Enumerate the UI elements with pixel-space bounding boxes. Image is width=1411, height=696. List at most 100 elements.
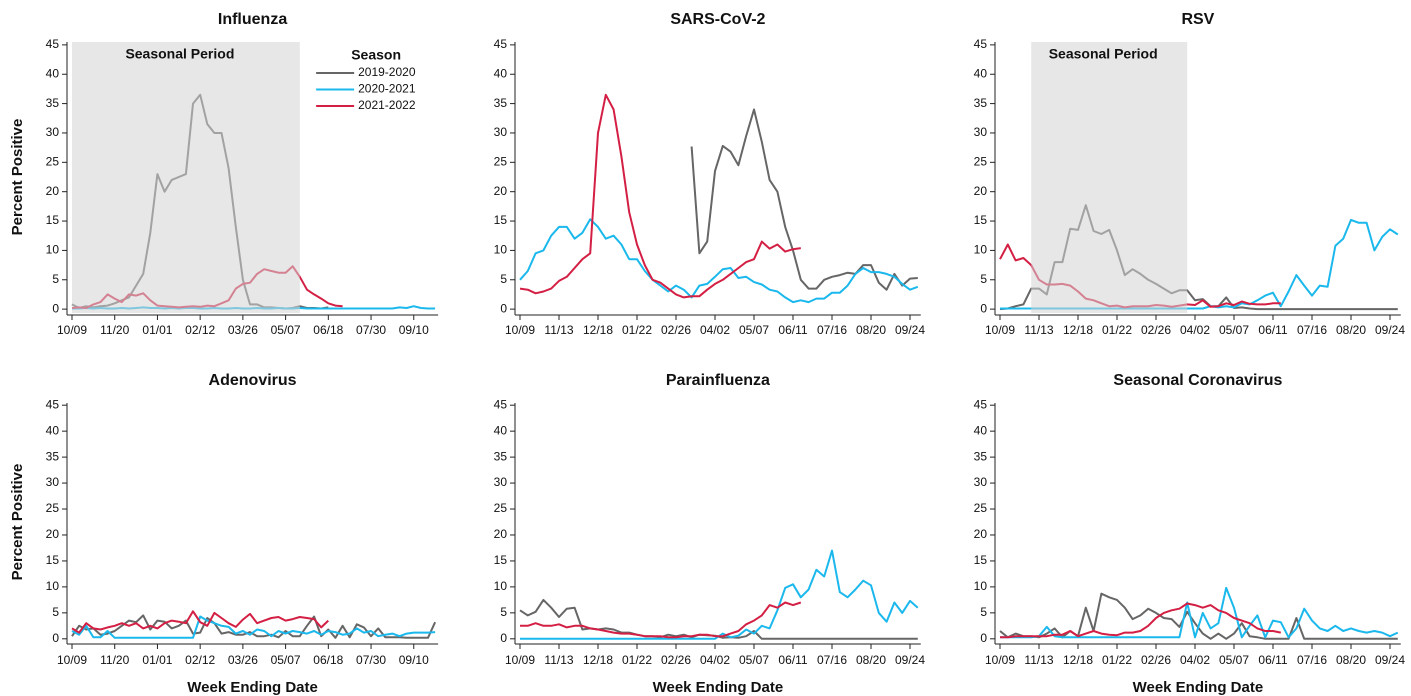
y-tick-label: 40 — [46, 66, 60, 80]
y-tick-label: 5 — [980, 605, 987, 619]
x-tick-label: 10/09 — [985, 323, 1015, 337]
x-axis-label: Week Ending Date — [653, 679, 784, 696]
x-tick-label: 06/18 — [313, 653, 343, 667]
y-tick-label: 35 — [494, 449, 508, 463]
panel-title: Influenza — [218, 11, 287, 28]
shade-label: Seasonal Period — [1049, 46, 1158, 62]
y-tick-label: 40 — [974, 66, 988, 80]
x-tick-label: 01/22 — [622, 653, 652, 667]
x-tick-label: 08/20 — [1336, 323, 1366, 337]
series-line — [519, 598, 918, 640]
panel: Influenza 0 5 10 15 20 25 30 35 40 45 10/09 11/20 01/… — [9, 11, 439, 337]
x-tick-label: 11/20 — [100, 323, 129, 337]
x-tick-label: 11/13 — [544, 323, 573, 337]
x-tick-label: 02/26 — [661, 323, 691, 337]
x-tick-label: 11/13 — [544, 653, 573, 667]
series-line — [999, 592, 1398, 640]
x-tick-label: 04/02 — [700, 653, 730, 667]
series-line — [690, 108, 918, 291]
x-tick-label: 05/07 — [1219, 323, 1249, 337]
y-tick-label: 15 — [974, 213, 988, 227]
y-tick-label: 15 — [46, 213, 60, 227]
y-tick-label: 20 — [494, 184, 508, 198]
x-tick-label: 05/07 — [1219, 653, 1249, 667]
x-tick-label: 09/24 — [895, 653, 925, 667]
panel: Seasonal Coronavirus 0 5 10 15 20 25 30 35 40 45 10… — [974, 372, 1406, 696]
x-tick-label: 02/26 — [1141, 323, 1171, 337]
series-line — [519, 93, 801, 299]
y-tick-label: 5 — [52, 605, 59, 619]
x-tick-label: 05/07 — [271, 323, 301, 337]
x-tick-label: 01/22 — [1102, 323, 1132, 337]
y-tick-label: 30 — [974, 125, 988, 139]
y-tick-label: 0 — [500, 631, 507, 645]
x-tick-label: 10/09 — [57, 653, 87, 667]
y-tick-label: 5 — [500, 605, 507, 619]
legend-label: 2021-2022 — [358, 98, 416, 112]
y-tick-label: 0 — [980, 631, 987, 645]
y-tick-label: 35 — [974, 449, 988, 463]
y-tick-label: 10 — [494, 243, 508, 257]
x-tick-label: 01/01 — [142, 323, 172, 337]
y-tick-label: 15 — [974, 553, 988, 567]
x-tick-label: 03/26 — [228, 653, 258, 667]
x-tick-label: 07/16 — [1297, 653, 1327, 667]
seasonal-shade — [1031, 42, 1188, 313]
y-tick-label: 25 — [974, 501, 988, 515]
x-tick-label: 01/22 — [1102, 653, 1132, 667]
x-tick-label: 06/18 — [313, 323, 343, 337]
x-tick-label: 11/20 — [100, 653, 129, 667]
x-tick-label: 04/02 — [1180, 323, 1210, 337]
y-tick-label: 30 — [46, 125, 60, 139]
y-tick-label: 45 — [46, 397, 60, 411]
legend-title: Season — [351, 47, 401, 63]
x-tick-label: 11/13 — [1024, 653, 1053, 667]
x-tick-label: 02/12 — [185, 323, 215, 337]
y-tick-label: 35 — [46, 449, 60, 463]
x-tick-label: 06/11 — [1258, 323, 1287, 337]
x-tick-label: 07/30 — [356, 653, 386, 667]
x-tick-label: 10/09 — [985, 653, 1015, 667]
series-line — [71, 615, 436, 639]
panel-title: Parainfluenza — [666, 372, 770, 389]
y-tick-label: 10 — [974, 243, 988, 257]
y-tick-label: 0 — [500, 301, 507, 315]
panel-title: SARS-CoV-2 — [670, 11, 765, 28]
y-tick-label: 5 — [980, 272, 987, 286]
y-tick-label: 45 — [974, 397, 988, 411]
y-tick-label: 25 — [494, 154, 508, 168]
y-axis-label: Percent Positive — [9, 464, 26, 581]
panel: Adenovirus 0 5 10 15 20 25 30 35 40 45 10/09 11/20 01… — [9, 372, 439, 696]
y-tick-label: 20 — [974, 527, 988, 541]
x-tick-label: 07/16 — [817, 653, 847, 667]
x-tick-label: 05/07 — [271, 653, 301, 667]
x-tick-label: 09/10 — [399, 653, 429, 667]
y-tick-label: 25 — [494, 501, 508, 515]
panel-title: RSV — [1181, 11, 1214, 28]
x-tick-label: 05/07 — [739, 323, 769, 337]
x-tick-label: 09/10 — [399, 323, 429, 337]
panel: RSV 0 5 10 15 20 25 30 35 40 45 10/09 11/13 12/18 01/2… — [974, 11, 1406, 337]
y-tick-label: 35 — [494, 96, 508, 110]
y-tick-label: 40 — [46, 423, 60, 437]
y-tick-label: 25 — [46, 154, 60, 168]
y-tick-label: 20 — [46, 184, 60, 198]
panel-title: Seasonal Coronavirus — [1113, 372, 1282, 389]
x-tick-label: 12/18 — [583, 653, 613, 667]
x-tick-label: 05/07 — [739, 653, 769, 667]
y-tick-label: 15 — [46, 553, 60, 567]
y-tick-label: 20 — [494, 527, 508, 541]
x-tick-label: 01/01 — [142, 653, 172, 667]
x-tick-label: 10/09 — [505, 323, 535, 337]
x-tick-label: 09/24 — [895, 323, 925, 337]
x-axis-label: Week Ending Date — [187, 679, 318, 696]
y-tick-label: 30 — [974, 475, 988, 489]
y-tick-label: 10 — [974, 579, 988, 593]
series-line — [1000, 602, 1282, 639]
x-axis-label: Week Ending Date — [1133, 679, 1264, 696]
x-tick-label: 08/20 — [856, 323, 886, 337]
x-tick-label: 08/20 — [1336, 653, 1366, 667]
x-tick-label: 12/18 — [1063, 323, 1093, 337]
y-tick-label: 0 — [980, 301, 987, 315]
